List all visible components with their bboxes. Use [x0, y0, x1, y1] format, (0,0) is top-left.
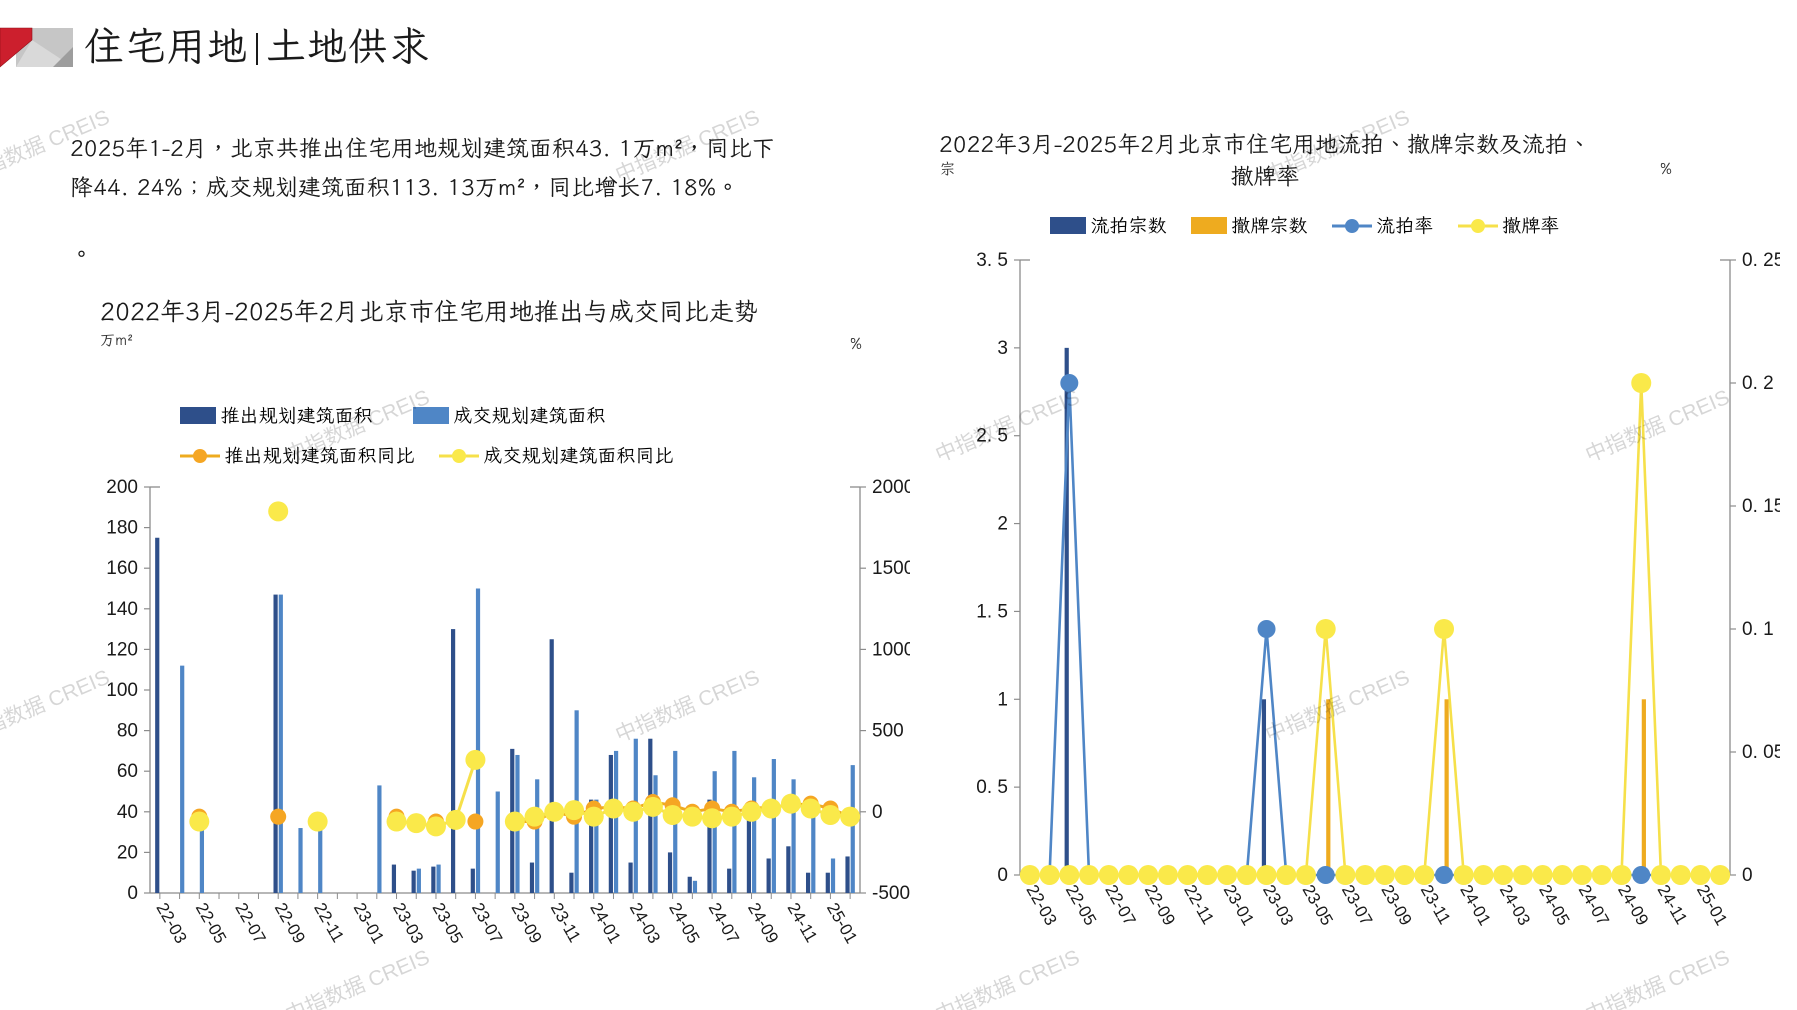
svg-text:0: 0 [1742, 865, 1753, 886]
svg-text:23-09: 23-09 [507, 900, 545, 947]
svg-text:23-01: 23-01 [350, 900, 388, 947]
svg-text:80: 80 [117, 721, 138, 742]
svg-text:1500: 1500 [872, 558, 910, 579]
svg-text:22-09: 22-09 [271, 900, 309, 947]
svg-text:180: 180 [106, 518, 138, 539]
svg-text:500: 500 [872, 721, 904, 742]
svg-text:24-09: 24-09 [1614, 882, 1652, 929]
svg-text:22-07: 22-07 [231, 900, 269, 947]
svg-text:24-03: 24-03 [626, 900, 664, 947]
svg-text:120: 120 [106, 639, 138, 660]
svg-text:23-01: 23-01 [1220, 882, 1258, 929]
svg-text:24-01: 24-01 [1456, 882, 1494, 929]
svg-text:24-09: 24-09 [744, 900, 782, 947]
svg-text:3. 5: 3. 5 [976, 250, 1008, 271]
svg-text:20: 20 [117, 842, 138, 863]
svg-text:23-03: 23-03 [1259, 882, 1297, 929]
svg-text:22-03: 22-03 [152, 900, 190, 947]
svg-text:22-03: 22-03 [1022, 882, 1060, 929]
svg-text:1000: 1000 [872, 639, 910, 660]
svg-text:24-11: 24-11 [1654, 882, 1692, 928]
svg-text:140: 140 [106, 599, 138, 620]
svg-text:0. 1: 0. 1 [1742, 619, 1774, 640]
svg-text:0: 0 [127, 883, 138, 904]
svg-text:160: 160 [106, 558, 138, 579]
svg-text:0. 5: 0. 5 [976, 777, 1008, 798]
svg-text:-500: -500 [872, 883, 910, 904]
svg-text:0. 15: 0. 15 [1742, 496, 1780, 517]
svg-text:3: 3 [997, 338, 1008, 359]
svg-text:23-11: 23-11 [1417, 882, 1455, 928]
svg-text:24-05: 24-05 [1535, 882, 1573, 929]
svg-text:23-09: 23-09 [1377, 882, 1415, 929]
svg-text:40: 40 [117, 802, 138, 823]
svg-text:25-01: 25-01 [823, 900, 861, 947]
svg-text:22-05: 22-05 [1062, 882, 1100, 929]
svg-text:60: 60 [117, 761, 138, 782]
svg-text:23-05: 23-05 [429, 900, 467, 947]
svg-text:23-03: 23-03 [389, 900, 427, 947]
svg-text:2000: 2000 [872, 477, 910, 498]
svg-text:24-03: 24-03 [1496, 882, 1534, 929]
svg-text:24-05: 24-05 [665, 900, 703, 947]
svg-text:24-01: 24-01 [586, 900, 624, 947]
svg-text:22-07: 22-07 [1101, 882, 1139, 929]
svg-text:24-11: 24-11 [784, 900, 822, 946]
svg-text:22-11: 22-11 [310, 900, 348, 946]
svg-text:0. 05: 0. 05 [1742, 742, 1780, 763]
svg-text:200: 200 [106, 477, 138, 498]
svg-text:0. 2: 0. 2 [1742, 373, 1774, 394]
svg-text:22-09: 22-09 [1141, 882, 1179, 929]
svg-text:24-07: 24-07 [705, 900, 743, 947]
svg-text:1: 1 [997, 689, 1008, 710]
svg-text:1. 5: 1. 5 [976, 601, 1008, 622]
svg-text:23-07: 23-07 [468, 900, 506, 947]
svg-text:2: 2 [997, 514, 1008, 535]
svg-text:24-07: 24-07 [1575, 882, 1613, 929]
svg-text:22-05: 22-05 [192, 900, 230, 947]
svg-text:23-07: 23-07 [1338, 882, 1376, 929]
svg-text:23-05: 23-05 [1299, 882, 1337, 929]
svg-text:0: 0 [872, 802, 883, 823]
svg-text:22-11: 22-11 [1180, 882, 1218, 928]
svg-text:0: 0 [997, 865, 1008, 886]
svg-text:0. 25: 0. 25 [1742, 250, 1780, 271]
svg-text:25-01: 25-01 [1693, 882, 1731, 929]
svg-text:23-11: 23-11 [547, 900, 585, 946]
